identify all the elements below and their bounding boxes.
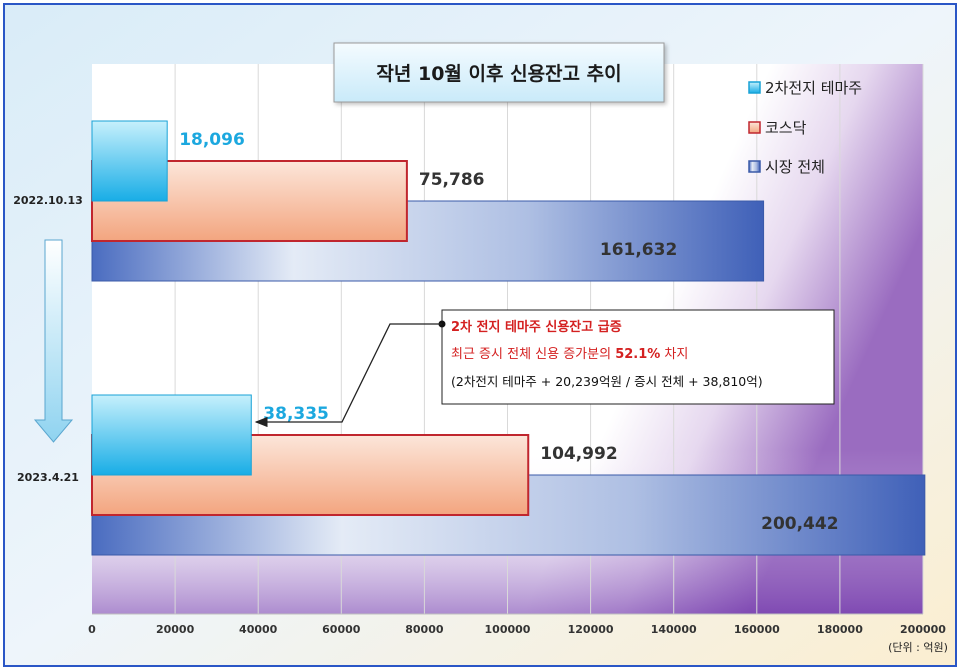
annotation-arrow [254,323,442,428]
data-label: 200,442 [761,514,838,534]
data-label: 38,335 [263,404,329,424]
annotation-line3: (2차전지 테마주 + 20,239억원 / 증시 전체 + 38,810억) [451,374,763,389]
legend-swatch [748,121,761,134]
x-tick-label: 40000 [239,623,278,636]
x-tick-label: 100000 [485,623,531,636]
x-tick-label: 60000 [322,623,361,636]
annotation-line1: 2차 전지 테마주 신용잔고 급증 [451,319,622,335]
category-label: 2023.4.21 [17,471,79,484]
x-tick-label: 160000 [734,623,780,636]
chart-title-box: 작년 10월 이후 신용잔고 추이 [333,42,665,103]
annotation-line2: 최근 증시 전체 신용 증가분의 52.1% 차지 [451,347,688,362]
data-label: 18,096 [179,130,245,150]
x-tick-label: 120000 [568,623,614,636]
annotation-box: 2차 전지 테마주 신용잔고 급증 최근 증시 전체 신용 증가분의 52.1%… [254,309,835,428]
data-label: 75,786 [419,170,485,190]
legend-label: 코스닥 [765,119,807,137]
legend-label: 시장 전체 [765,158,825,176]
bar-battery-theme [91,394,252,476]
x-tick-label: 180000 [817,623,863,636]
data-label: 104,992 [540,444,617,464]
category-label: 2022.10.13 [13,194,83,207]
chart-title: 작년 10월 이후 신용잔고 추이 [376,63,621,85]
x-tick-label: 80000 [405,623,444,636]
x-tick-label: 140000 [651,623,697,636]
data-label: 161,632 [600,240,677,260]
down-arrow-icon [33,239,74,443]
unit-label: (단위 : 억원) [888,641,948,654]
x-tick-label: 20000 [156,623,195,636]
x-tick-label: 0 [88,623,96,636]
legend-swatch [748,160,761,173]
x-tick-label: 200000 [900,623,946,636]
legend-swatch [748,81,761,94]
legend-label: 2차전지 테마주 [765,79,862,97]
bar-battery-theme [91,120,168,202]
